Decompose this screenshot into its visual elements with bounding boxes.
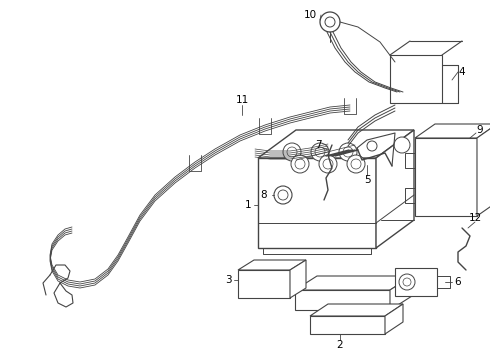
Polygon shape bbox=[238, 260, 306, 270]
Circle shape bbox=[367, 141, 377, 151]
Circle shape bbox=[283, 143, 301, 161]
Circle shape bbox=[295, 159, 305, 169]
Text: 8: 8 bbox=[261, 190, 268, 200]
Circle shape bbox=[311, 143, 329, 161]
Text: 7: 7 bbox=[315, 140, 321, 150]
Circle shape bbox=[399, 274, 415, 290]
Circle shape bbox=[320, 12, 340, 32]
Polygon shape bbox=[390, 55, 442, 103]
Polygon shape bbox=[258, 130, 414, 158]
Circle shape bbox=[343, 147, 353, 157]
Polygon shape bbox=[238, 270, 290, 298]
Polygon shape bbox=[258, 158, 376, 248]
Circle shape bbox=[351, 159, 361, 169]
Text: 6: 6 bbox=[455, 277, 461, 287]
Circle shape bbox=[315, 147, 325, 157]
Polygon shape bbox=[395, 268, 437, 296]
Polygon shape bbox=[290, 260, 306, 298]
Text: 10: 10 bbox=[303, 10, 317, 20]
Circle shape bbox=[287, 147, 297, 157]
Circle shape bbox=[323, 159, 333, 169]
Text: 12: 12 bbox=[468, 213, 482, 223]
Circle shape bbox=[278, 190, 288, 200]
Polygon shape bbox=[415, 138, 477, 216]
Circle shape bbox=[394, 137, 410, 153]
Polygon shape bbox=[295, 276, 412, 290]
Text: 5: 5 bbox=[364, 175, 370, 185]
Circle shape bbox=[291, 155, 309, 173]
Circle shape bbox=[319, 155, 337, 173]
Circle shape bbox=[274, 186, 292, 204]
Text: 9: 9 bbox=[477, 125, 483, 135]
Polygon shape bbox=[415, 124, 490, 138]
Polygon shape bbox=[376, 130, 414, 248]
Circle shape bbox=[339, 143, 357, 161]
Text: 3: 3 bbox=[225, 275, 231, 285]
Circle shape bbox=[347, 155, 365, 173]
Text: 1: 1 bbox=[245, 200, 251, 210]
Polygon shape bbox=[310, 316, 385, 334]
Polygon shape bbox=[390, 276, 412, 310]
Circle shape bbox=[403, 278, 411, 286]
Polygon shape bbox=[310, 304, 403, 316]
Polygon shape bbox=[385, 304, 403, 334]
Text: 2: 2 bbox=[337, 340, 343, 350]
Polygon shape bbox=[295, 290, 390, 310]
Polygon shape bbox=[477, 124, 490, 216]
Text: 4: 4 bbox=[459, 67, 466, 77]
Text: 11: 11 bbox=[235, 95, 248, 105]
Circle shape bbox=[325, 17, 335, 27]
